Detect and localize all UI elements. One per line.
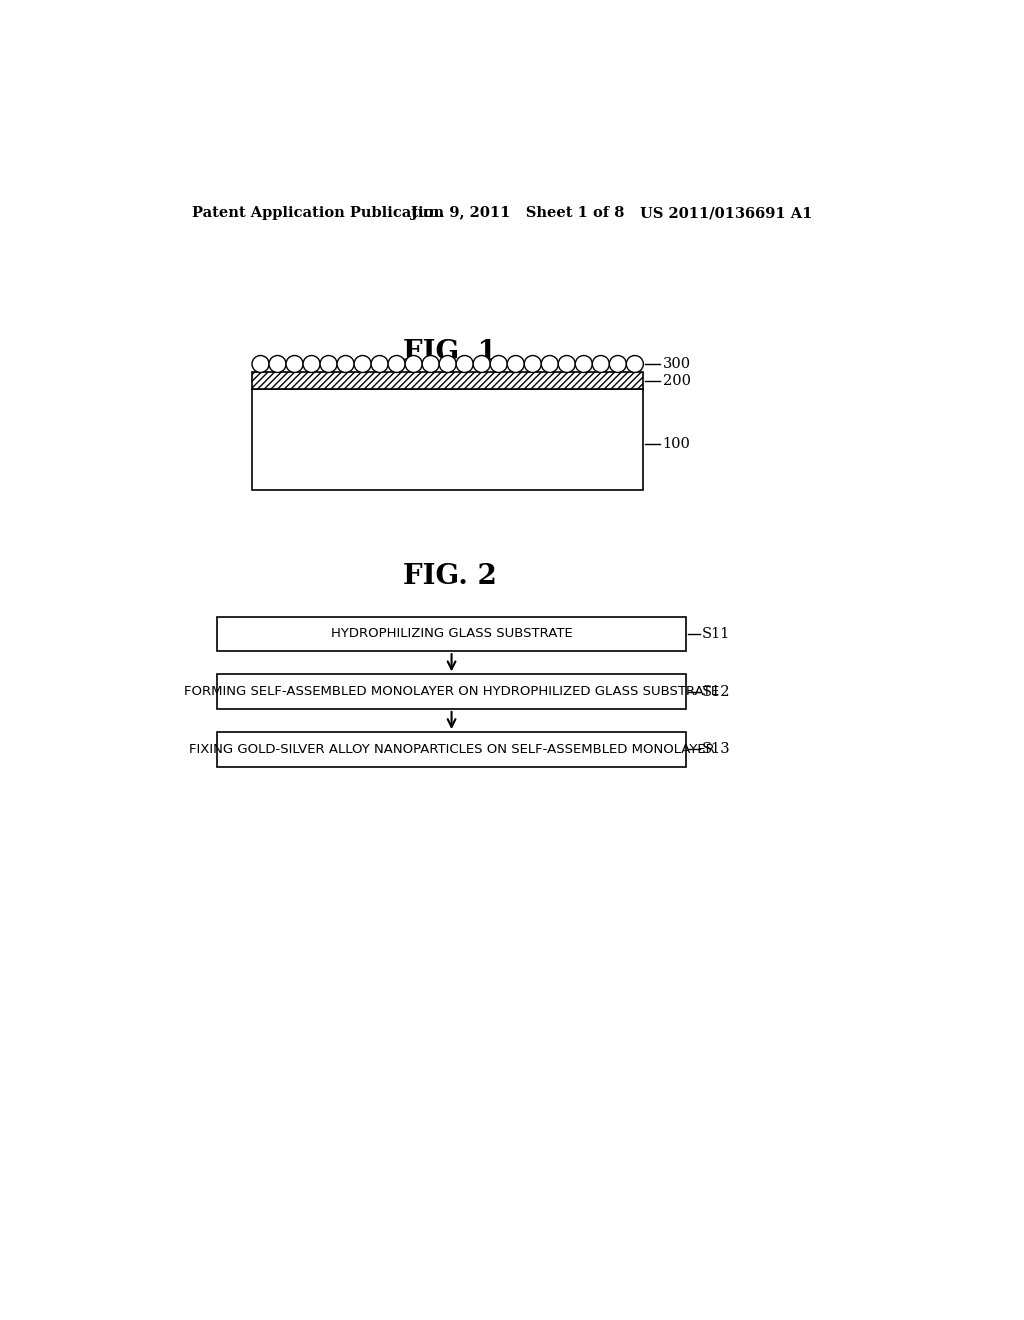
Bar: [217, 733, 686, 767]
Bar: [252, 389, 643, 490]
Circle shape: [575, 355, 592, 372]
Bar: [217, 675, 686, 709]
Text: Patent Application Publication: Patent Application Publication: [191, 206, 443, 220]
Text: FIG. 2: FIG. 2: [403, 562, 497, 590]
Circle shape: [490, 355, 507, 372]
Circle shape: [321, 355, 337, 372]
Circle shape: [252, 355, 269, 372]
Circle shape: [558, 355, 575, 372]
Circle shape: [507, 355, 524, 372]
Circle shape: [406, 355, 422, 372]
Circle shape: [592, 355, 609, 372]
Text: 300: 300: [663, 356, 691, 371]
Circle shape: [524, 355, 542, 372]
Circle shape: [456, 355, 473, 372]
Text: S13: S13: [701, 742, 730, 756]
Text: S12: S12: [701, 685, 730, 698]
Circle shape: [542, 355, 558, 372]
Text: 100: 100: [663, 437, 690, 451]
Circle shape: [609, 355, 627, 372]
Circle shape: [303, 355, 321, 372]
Text: S11: S11: [701, 627, 730, 642]
Text: 200: 200: [663, 374, 691, 388]
Text: FIG. 1: FIG. 1: [403, 339, 497, 367]
Bar: [252, 372, 643, 389]
Text: FORMING SELF-ASSEMBLED MONOLAYER ON HYDROPHILIZED GLASS SUBSTRATE: FORMING SELF-ASSEMBLED MONOLAYER ON HYDR…: [184, 685, 719, 698]
Text: US 2011/0136691 A1: US 2011/0136691 A1: [640, 206, 812, 220]
Circle shape: [627, 355, 643, 372]
Circle shape: [337, 355, 354, 372]
Text: FIXING GOLD-SILVER ALLOY NANOPARTICLES ON SELF-ASSEMBLED MONOLAYER: FIXING GOLD-SILVER ALLOY NANOPARTICLES O…: [188, 743, 715, 756]
Circle shape: [388, 355, 406, 372]
Circle shape: [473, 355, 490, 372]
Text: HYDROPHILIZING GLASS SUBSTRATE: HYDROPHILIZING GLASS SUBSTRATE: [331, 627, 572, 640]
Circle shape: [354, 355, 371, 372]
Text: Jun. 9, 2011   Sheet 1 of 8: Jun. 9, 2011 Sheet 1 of 8: [411, 206, 625, 220]
Circle shape: [286, 355, 303, 372]
Circle shape: [371, 355, 388, 372]
Circle shape: [269, 355, 286, 372]
Circle shape: [439, 355, 457, 372]
Bar: [217, 616, 686, 651]
Circle shape: [422, 355, 439, 372]
